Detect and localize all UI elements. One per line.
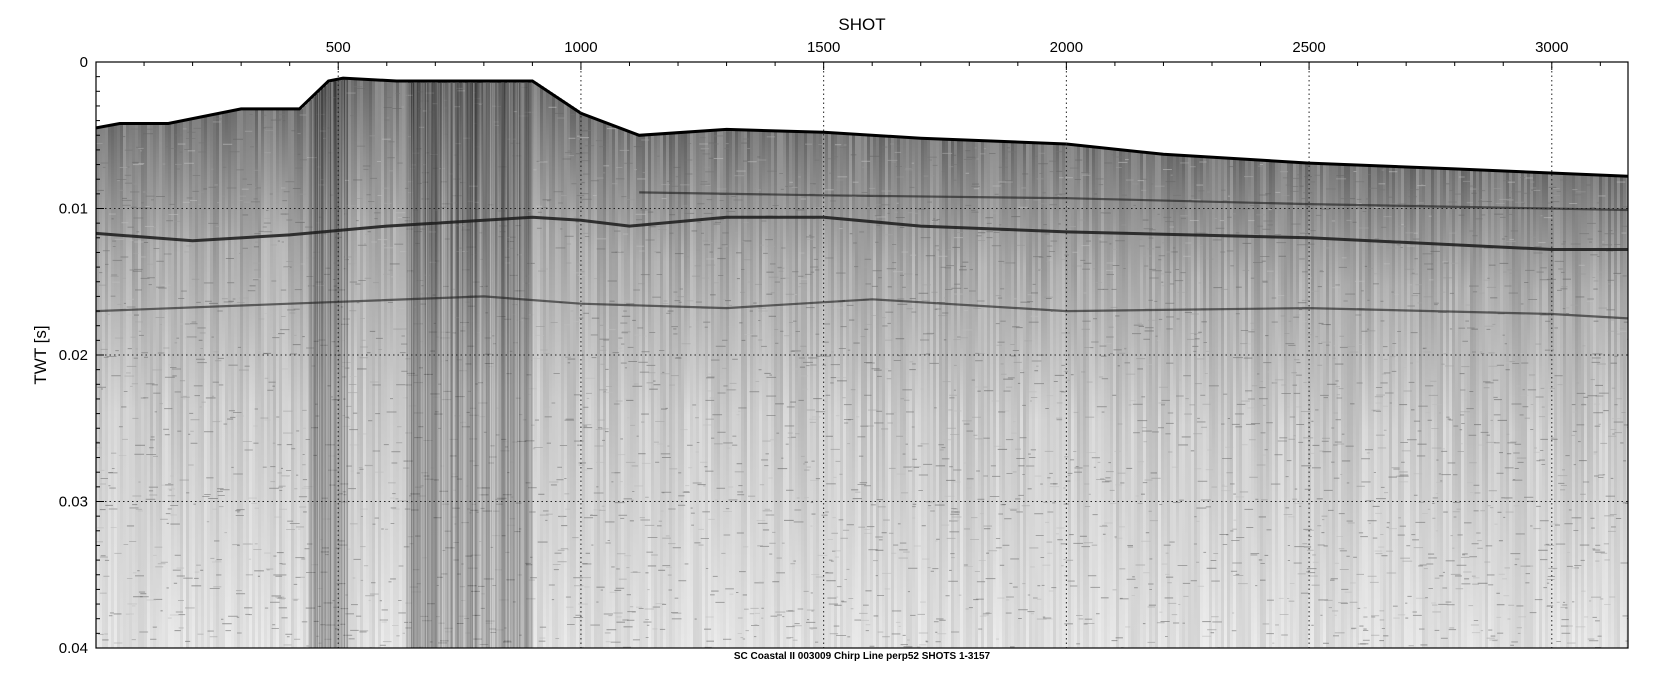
y-tick-label: 0 (80, 54, 88, 71)
reflector-1 (96, 215, 1628, 251)
noise-speckle (96, 86, 1628, 648)
seafloor-reflector (96, 76, 1628, 178)
x-tick-label: 2500 (1292, 39, 1325, 56)
x-axis-label: SHOT (838, 15, 885, 34)
axes: 500 1000 1500 2000 2500 3000 0 0.01 0.02 0.03 0.04 (59, 39, 1601, 657)
reflector-2 (96, 295, 1628, 320)
y-tick-label: 0.03 (59, 494, 88, 511)
y-tick-label: 0.02 (59, 347, 88, 364)
amplitude-columns (96, 78, 1628, 648)
grid-lines (96, 62, 1628, 648)
x-tick-label: 2000 (1050, 39, 1083, 56)
x-tick-label: 500 (326, 39, 351, 56)
caption: SC Coastal II 003009 Chirp Line perp52 S… (734, 651, 991, 662)
y-tick-label: 0.01 (59, 201, 88, 218)
x-tick-label: 3000 (1535, 39, 1568, 56)
x-tick-label: 1000 (564, 39, 597, 56)
acoustic-blanking-zones (308, 80, 533, 648)
seismic-section (96, 62, 1628, 648)
y-tick-label: 0.04 (59, 640, 88, 657)
x-tick-label: 1500 (807, 39, 840, 56)
y-axis-label: TWT [s] (31, 325, 50, 384)
